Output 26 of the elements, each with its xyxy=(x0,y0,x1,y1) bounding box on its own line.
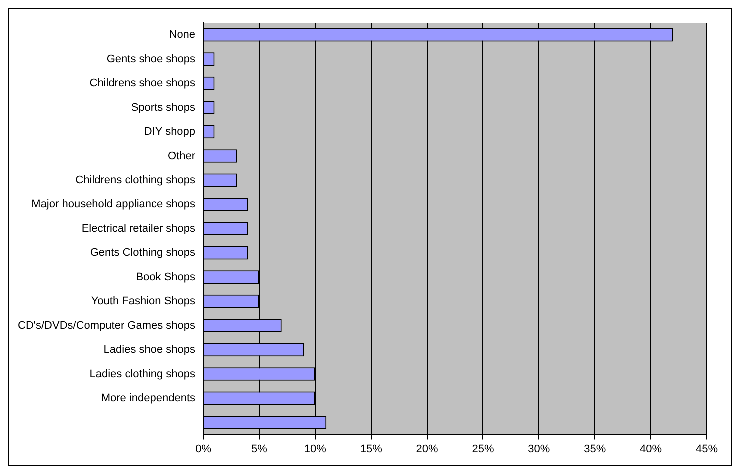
y-tick-label: Gents shoe shops xyxy=(106,53,196,66)
x-tick-label: 40% xyxy=(640,443,662,456)
x-tick-label: 20% xyxy=(416,443,439,456)
y-tick-label: Gents Clothing shops xyxy=(90,247,196,260)
x-tick-label: 0% xyxy=(196,443,212,456)
x-tick-label: 45% xyxy=(696,443,718,456)
y-tick-label: Childrens clothing shops xyxy=(76,174,196,186)
y-tick-label: DIY shopp xyxy=(144,126,196,138)
y-tick-label: CD's/DVDs/Computer Games shops xyxy=(18,320,196,332)
y-tick-label: Other xyxy=(168,150,196,162)
y-tick-label: Electrical retailer shops xyxy=(82,222,196,235)
x-tick-label: 5% xyxy=(252,443,268,456)
y-tick-label: More independents xyxy=(101,392,196,404)
x-tick-label: 10% xyxy=(304,443,327,456)
y-tick-label: Childrens shoe shops xyxy=(90,78,196,90)
y-tick-label: Sports shops xyxy=(131,102,196,114)
x-tick-label: 15% xyxy=(360,443,383,456)
y-tick-label: Ladies shoe shops xyxy=(104,344,196,356)
y-tick-label: Major household appliance shops xyxy=(32,198,196,211)
y-tick-label: Book Shops xyxy=(136,271,196,284)
x-tick-label: 30% xyxy=(528,443,550,456)
x-tick-label: 35% xyxy=(584,443,606,456)
y-tick-label: None xyxy=(169,29,196,42)
x-tick-label: 25% xyxy=(472,443,494,456)
y-tick-label: Ladies clothing shops xyxy=(90,368,196,380)
y-tick-label: Youth Fashion Shops xyxy=(91,296,196,308)
